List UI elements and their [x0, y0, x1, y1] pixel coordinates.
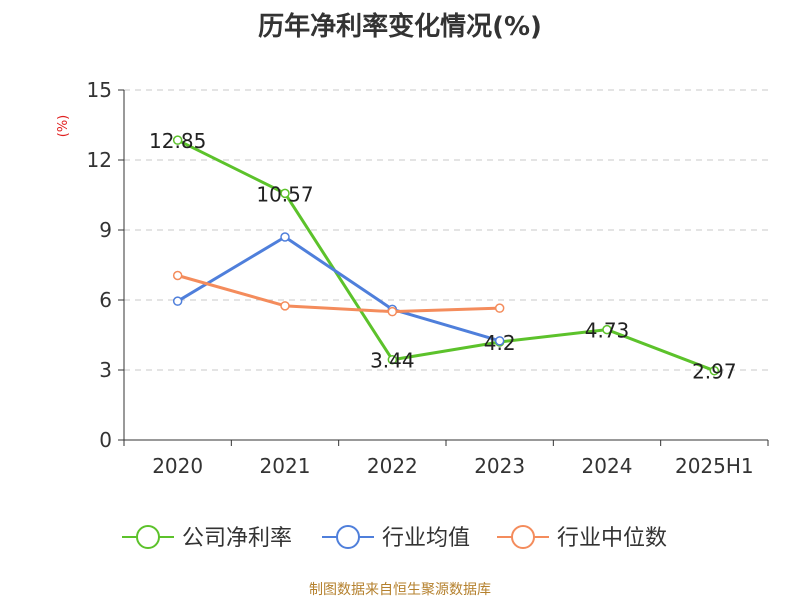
legend: 公司净利率 行业均值 行业中位数: [122, 525, 667, 551]
data-point: [602, 324, 612, 335]
legend-item: 行业中位数: [497, 525, 667, 551]
y-tick-label: 15: [87, 78, 112, 102]
data-label: 4.2: [484, 331, 516, 355]
x-tick-label: 2023: [474, 454, 525, 478]
data-point: [280, 232, 290, 242]
x-tick-label: 2021: [260, 454, 311, 478]
x-tick-label: 2022: [367, 454, 418, 478]
legend-item: 行业均值: [322, 525, 470, 551]
legend-marker-icon: [336, 525, 360, 549]
data-point: [172, 135, 183, 145]
x-tick-label: 2020: [152, 454, 203, 478]
data-labels: 12.85 10.57 3.44 4.2 4.73 2.97: [149, 129, 737, 384]
data-point: [172, 270, 183, 281]
y-tick-label: 12: [87, 148, 112, 172]
data-label: 2.97: [692, 360, 737, 384]
data-label: 4.73: [585, 319, 630, 343]
source-note: 制图数据来自恒生聚源数据库: [309, 582, 491, 598]
data-point: [494, 336, 505, 346]
legend-item: 公司净利率: [122, 525, 292, 551]
data-label: 10.57: [256, 182, 313, 206]
axes: 0 3 6 9 12 15 2020 2021 2022 2023 2024 2025H1: [87, 78, 769, 478]
legend-label: 行业均值: [382, 526, 470, 551]
series-lines: [172, 135, 720, 376]
legend-label: 行业中位数: [557, 526, 667, 551]
data-point: [280, 301, 290, 311]
y-tick-label: 9: [99, 218, 112, 242]
data-point: [387, 306, 398, 317]
data-point: [280, 188, 290, 199]
grid-lines: [124, 89, 768, 371]
legend-label: 公司净利率: [182, 526, 292, 551]
data-point: [494, 303, 505, 313]
data-label: 3.44: [370, 349, 415, 373]
y-tick-label: 6: [99, 288, 112, 312]
chart-title: 历年净利率变化情况(%): [258, 12, 542, 42]
x-tick-label: 2025H1: [675, 454, 754, 478]
legend-marker-icon: [511, 525, 535, 549]
data-label: 12.85: [149, 129, 206, 153]
y-tick-label: 3: [99, 358, 112, 382]
data-point: [387, 354, 398, 365]
y-axis-label: (%): [56, 115, 71, 138]
legend-marker-icon: [136, 525, 160, 549]
series-line: [176, 235, 501, 343]
y-tick-label: 0: [99, 428, 112, 452]
x-tick-label: 2024: [582, 454, 633, 478]
series-line: [177, 274, 500, 314]
data-point: [172, 296, 183, 306]
series-line: [177, 138, 715, 373]
data-point: [709, 365, 720, 376]
